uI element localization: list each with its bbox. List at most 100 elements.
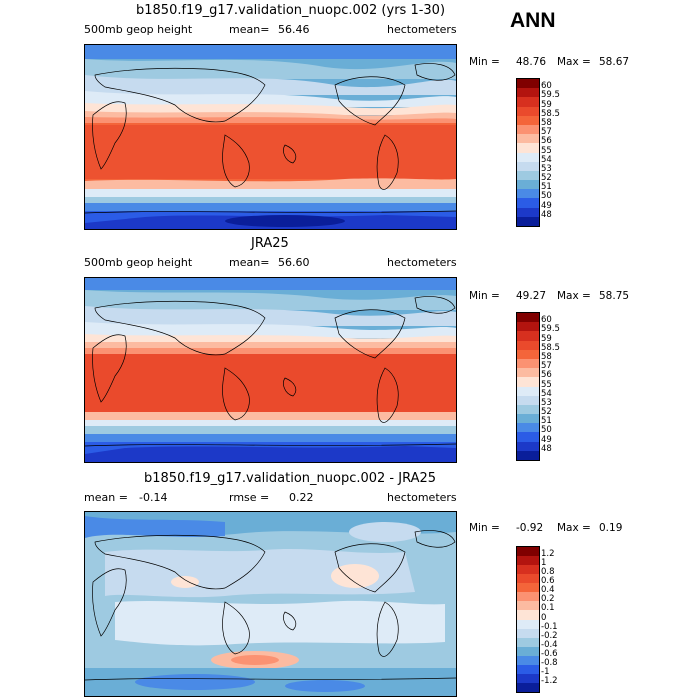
colorbar-segment — [517, 441, 539, 451]
colorbar-segment — [517, 556, 539, 566]
colorbar-segment — [517, 673, 539, 683]
panel2-variable-label: 500mb geop height — [84, 256, 193, 269]
colorbar-segment — [517, 637, 539, 647]
colorbar-segment — [517, 583, 539, 593]
colorbar-tick-label: 50 — [541, 191, 552, 202]
colorbar-tick-label: 49 — [541, 434, 552, 445]
colorbar-segment — [517, 189, 539, 199]
colorbar-tick-label: -0.8 — [541, 657, 558, 668]
panel3-max-label: Max = — [557, 522, 591, 534]
colorbar-tick-label: 52 — [541, 407, 552, 418]
colorbar-tick-label: 51 — [541, 182, 552, 193]
panel3-units: hectometers — [387, 491, 457, 504]
panel2-min-label: Min = — [469, 290, 500, 302]
colorbar-segment — [517, 198, 539, 208]
panel2-mean-value: 56.60 — [278, 256, 310, 269]
panel3-max-value: 0.19 — [599, 522, 623, 534]
panel3-map — [84, 511, 457, 697]
colorbar-tick-label: 58 — [541, 351, 552, 362]
colorbar-tick-label: 51 — [541, 416, 552, 427]
colorbar-segment — [517, 574, 539, 584]
panel2-units: hectometers — [387, 256, 457, 269]
panel2-colorbar — [516, 312, 540, 461]
colorbar-tick-label: 60 — [541, 315, 552, 326]
colorbar-segment — [517, 432, 539, 442]
panel1-map — [84, 44, 457, 230]
panel1-mean-label: mean= — [229, 23, 270, 36]
colorbar-tick-label: 50 — [541, 425, 552, 436]
colorbar-tick-label: 58 — [541, 117, 552, 128]
colorbar-segment — [517, 170, 539, 181]
colorbar-tick-label: 0.6 — [541, 576, 555, 587]
colorbar-segment — [517, 610, 539, 620]
panel3-colorbar — [516, 546, 540, 693]
panel2-contour-field — [85, 278, 456, 462]
colorbar-segment — [517, 115, 539, 125]
colorbar-tick-label: 53 — [541, 163, 552, 174]
colorbar-segment — [517, 377, 539, 387]
colorbar-tick-label: 60 — [541, 81, 552, 92]
panel3-title: b1850.f19_g17.validation_nuopc.002 - JRA… — [144, 471, 437, 486]
colorbar-segment — [517, 592, 539, 602]
colorbar-tick-label: 0.4 — [541, 585, 555, 596]
colorbar-tick-label: 49 — [541, 200, 552, 211]
panel1-coastlines — [85, 63, 456, 214]
colorbar-segment — [517, 322, 539, 332]
colorbar-tick-label: 0.2 — [541, 594, 555, 605]
colorbar-tick-label: 1 — [541, 558, 547, 569]
panel1-max-value: 58.67 — [599, 56, 630, 68]
colorbar-segment — [517, 368, 539, 378]
colorbar-tick-label: 54 — [541, 388, 552, 399]
colorbar-tick-label: 54 — [541, 154, 552, 165]
colorbar-tick-label: -0.4 — [541, 639, 558, 650]
colorbar-tick-label: 57 — [541, 127, 552, 138]
colorbar-tick-label: -1 — [541, 666, 550, 677]
colorbar-segment — [517, 565, 539, 575]
panel2-max-label: Max = — [557, 290, 591, 302]
colorbar-tick-label: 57 — [541, 361, 552, 372]
colorbar-tick-label: 55 — [541, 145, 552, 156]
colorbar-segment — [517, 358, 539, 369]
colorbar-segment — [517, 395, 539, 405]
colorbar-segment — [517, 619, 539, 629]
colorbar-segment — [517, 349, 539, 359]
colorbar-segment — [517, 331, 539, 341]
panel2-coastlines — [85, 296, 456, 447]
panel3-coastlines — [85, 530, 456, 681]
colorbar-tick-label: 59 — [541, 99, 552, 110]
panel1-units: hectometers — [387, 23, 457, 36]
colorbar-segment — [517, 646, 539, 656]
colorbar-tick-label: 59 — [541, 333, 552, 344]
colorbar-segment — [517, 655, 539, 665]
colorbar-segment — [517, 161, 539, 171]
panel2-title: JRA25 — [251, 236, 289, 251]
colorbar-segment — [517, 423, 539, 433]
colorbar-segment — [517, 601, 539, 611]
colorbar-segment — [517, 414, 539, 424]
panel1-min-value: 48.76 — [516, 56, 547, 68]
colorbar-tick-label: 52 — [541, 173, 552, 184]
panel1-title: b1850.f19_g17.validation_nuopc.002 (yrs … — [136, 3, 446, 18]
panel1-mean-value: 56.46 — [278, 23, 310, 36]
colorbar-tick-label: -0.2 — [541, 630, 558, 641]
colorbar-segment — [517, 628, 539, 638]
colorbar-tick-label: 59.5 — [541, 324, 560, 335]
panel1-colorbar — [516, 78, 540, 227]
colorbar-tick-label: 58.5 — [541, 342, 560, 353]
season-label: ANN — [510, 9, 556, 32]
colorbar-segment — [517, 143, 539, 153]
colorbar-segment — [517, 106, 539, 116]
colorbar-tick-label: 56 — [541, 136, 552, 147]
colorbar-segment — [517, 207, 539, 217]
panel1-contour-field — [85, 45, 456, 229]
panel2-map — [84, 277, 457, 463]
colorbar-segment — [517, 79, 539, 89]
panel1-variable-label: 500mb geop height — [84, 23, 193, 36]
colorbar-segment — [517, 216, 539, 226]
colorbar-segment — [517, 450, 539, 460]
colorbar-tick-label: -1.2 — [541, 675, 558, 686]
panel3-contour-field — [85, 512, 456, 696]
panel3-rmse-label: rmse = — [229, 491, 270, 504]
panel3-min-label: Min = — [469, 522, 500, 534]
colorbar-tick-label: 56 — [541, 370, 552, 381]
